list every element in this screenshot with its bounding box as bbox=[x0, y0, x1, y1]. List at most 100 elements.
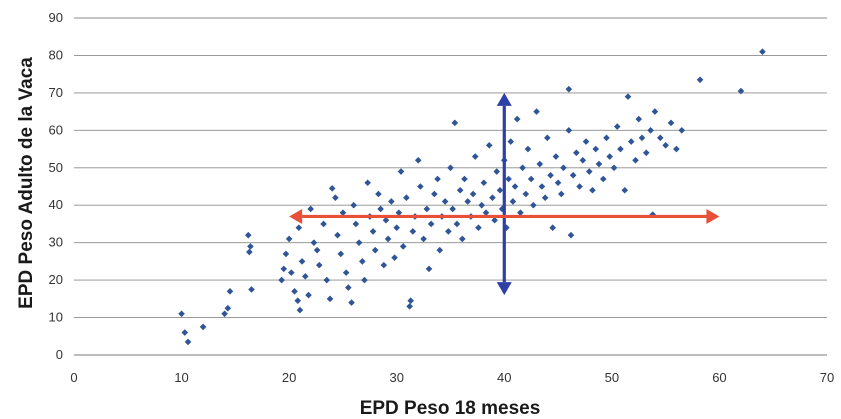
data-point bbox=[667, 119, 675, 127]
data-point bbox=[485, 142, 493, 149]
data-point bbox=[538, 183, 546, 190]
data-point bbox=[451, 119, 459, 127]
y-tick-label: 50 bbox=[49, 160, 63, 175]
data-point bbox=[533, 108, 540, 115]
data-point bbox=[759, 48, 766, 55]
x-tick-labels: 0 10 20 30 40 50 60 70 bbox=[70, 370, 834, 385]
data-point bbox=[461, 175, 468, 183]
y-tick-labels: 0 10 20 30 40 50 60 70 80 90 bbox=[49, 10, 63, 362]
data-point bbox=[339, 209, 347, 217]
data-point bbox=[560, 164, 567, 172]
data-point bbox=[380, 261, 388, 269]
x-tick-label: 40 bbox=[497, 370, 511, 385]
data-point bbox=[307, 205, 314, 213]
data-point bbox=[434, 175, 441, 183]
x-axis-title: EPD Peso 18 meses bbox=[360, 398, 541, 419]
data-point bbox=[296, 306, 304, 314]
y-tick-label: 80 bbox=[49, 47, 63, 62]
y-tick-label: 60 bbox=[49, 122, 63, 137]
data-point bbox=[647, 127, 654, 134]
data-point bbox=[576, 183, 583, 190]
data-point bbox=[651, 108, 659, 115]
data-point bbox=[522, 190, 530, 198]
data-point bbox=[447, 164, 454, 172]
y-tick-label: 70 bbox=[49, 85, 63, 100]
data-point bbox=[320, 220, 327, 228]
data-point bbox=[384, 235, 392, 243]
data-point bbox=[278, 276, 285, 284]
data-point bbox=[635, 115, 643, 123]
data-point bbox=[395, 209, 403, 217]
data-point bbox=[489, 194, 496, 202]
data-point bbox=[181, 329, 189, 336]
data-point bbox=[420, 235, 427, 243]
data-point bbox=[248, 286, 255, 293]
y-tick-label: 10 bbox=[49, 310, 63, 325]
data-point bbox=[352, 220, 360, 228]
data-point bbox=[295, 224, 303, 231]
x-tick-label: 50 bbox=[605, 370, 619, 385]
data-point bbox=[513, 115, 521, 123]
data-point bbox=[544, 134, 551, 142]
data-point bbox=[445, 228, 452, 235]
data-point bbox=[456, 186, 464, 194]
y-tick-label: 40 bbox=[49, 197, 63, 212]
data-point bbox=[388, 198, 395, 205]
data-point bbox=[328, 185, 336, 192]
data-point bbox=[355, 239, 363, 246]
data-point bbox=[399, 243, 407, 250]
data-point bbox=[221, 310, 228, 318]
data-point bbox=[624, 93, 632, 100]
data-point bbox=[414, 156, 422, 164]
data-point bbox=[199, 323, 207, 331]
data-point bbox=[638, 134, 646, 142]
data-point bbox=[291, 288, 298, 295]
data-point bbox=[226, 288, 234, 295]
vertical-arrow bbox=[496, 92, 512, 296]
data-point bbox=[423, 205, 431, 213]
data-point bbox=[480, 179, 488, 187]
data-point bbox=[519, 164, 526, 172]
data-point bbox=[409, 228, 417, 235]
data-point bbox=[524, 145, 532, 153]
data-point bbox=[342, 269, 350, 276]
data-point bbox=[603, 134, 610, 142]
data-point bbox=[678, 127, 686, 134]
data-point bbox=[305, 291, 312, 299]
data-point bbox=[507, 138, 515, 145]
data-point bbox=[315, 261, 323, 269]
data-point bbox=[503, 224, 510, 231]
data-point bbox=[491, 216, 498, 224]
data-point bbox=[334, 231, 341, 239]
data-point bbox=[358, 258, 366, 265]
data-point bbox=[377, 205, 384, 213]
data-point bbox=[662, 142, 669, 149]
data-point bbox=[565, 85, 573, 93]
data-point bbox=[621, 186, 629, 194]
data-point bbox=[475, 224, 482, 231]
data-point bbox=[350, 201, 357, 209]
data-point bbox=[527, 175, 535, 183]
x-tick-label: 60 bbox=[712, 370, 726, 385]
data-point bbox=[482, 209, 490, 217]
data-point bbox=[632, 156, 639, 164]
data-points bbox=[178, 48, 766, 346]
data-point bbox=[364, 179, 371, 187]
data-point bbox=[313, 246, 321, 254]
data-point bbox=[599, 175, 607, 183]
data-point bbox=[369, 228, 377, 235]
data-point bbox=[441, 198, 449, 205]
data-point bbox=[453, 220, 461, 228]
data-point bbox=[595, 160, 603, 168]
data-point bbox=[498, 205, 506, 213]
x-tick-label: 10 bbox=[174, 370, 188, 385]
data-point bbox=[478, 201, 485, 209]
x-tick-label: 20 bbox=[282, 370, 296, 385]
data-point bbox=[509, 198, 517, 205]
data-point bbox=[382, 216, 390, 224]
data-point bbox=[417, 183, 424, 190]
data-point bbox=[294, 297, 302, 305]
data-point bbox=[547, 171, 554, 179]
data-point bbox=[287, 269, 295, 276]
